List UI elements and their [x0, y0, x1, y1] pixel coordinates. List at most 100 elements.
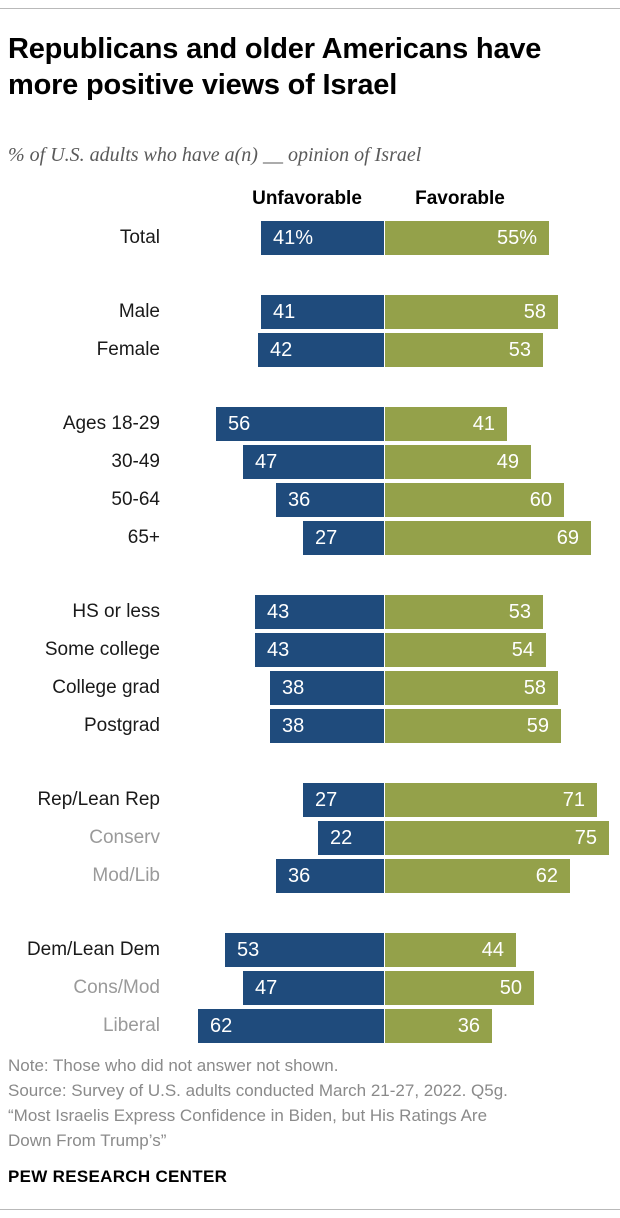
- favorable-value: 53: [508, 600, 531, 623]
- bar-pair: 27 69: [172, 521, 620, 555]
- unfavorable-value: 27: [315, 526, 338, 549]
- unfavorable-value: 36: [288, 864, 311, 887]
- bar-pair: 41 58: [172, 295, 620, 329]
- bar-pair: 38 59: [172, 709, 620, 743]
- favorable-value: 36: [457, 1014, 480, 1037]
- favorable-value: 62: [535, 864, 558, 887]
- chart-row: Liberal 62 36: [0, 1009, 620, 1043]
- unfavorable-value: 22: [330, 826, 353, 849]
- unfavorable-value: 38: [282, 676, 305, 699]
- unfavorable-value: 43: [267, 600, 290, 623]
- unfavorable-value: 42: [270, 338, 293, 361]
- favorable-bar: 58: [384, 295, 558, 329]
- pew-research-center-brand: PEW RESEARCH CENTER: [8, 1167, 228, 1186]
- bar-pair: 42 53: [172, 333, 620, 367]
- chart-row: Cons/Mod 47 50: [0, 971, 620, 1005]
- favorable-bar: 59: [384, 709, 561, 743]
- chart-group-age: Ages 18-29 56 41 30-49 47 49 50-64 36 60 65+ 27 69: [0, 407, 620, 555]
- favorable-bar: 75: [384, 821, 609, 855]
- favorable-bar: 62: [384, 859, 570, 893]
- bar-pair: 56 41: [172, 407, 620, 441]
- bar-pair: 27 71: [172, 783, 620, 817]
- favorable-bar: 69: [384, 521, 591, 555]
- unfavorable-value: 36: [288, 488, 311, 511]
- unfavorable-bar: 62: [198, 1009, 384, 1043]
- chart-group-total: Total 41% 55%: [0, 221, 620, 255]
- column-headers: Unfavorable Favorable: [172, 188, 620, 221]
- favorable-bar: 36: [384, 1009, 492, 1043]
- chart-group-gender: Male 41 58 Female 42 53: [0, 295, 620, 367]
- category-label: Some college: [44, 639, 160, 660]
- favorable-bar: 60: [384, 483, 564, 517]
- category-label: Ages 18-29: [62, 413, 160, 434]
- category-label: Postgrad: [83, 715, 160, 736]
- bar-pair: 22 75: [172, 821, 620, 855]
- unfavorable-bar: 43: [255, 633, 384, 667]
- favorable-value: 58: [523, 300, 546, 323]
- chart-row: Postgrad 38 59: [0, 709, 620, 743]
- favorable-bar: 49: [384, 445, 531, 479]
- category-label: Total: [119, 227, 160, 248]
- chart-row: College grad 38 58: [0, 671, 620, 705]
- bar-pair: 36 62: [172, 859, 620, 893]
- chart-group-democrat: Dem/Lean Dem 53 44 Cons/Mod 47 50 Liberal 62 36: [0, 933, 620, 1043]
- favorable-value: 55%: [496, 226, 537, 249]
- unfavorable-bar: 38: [270, 709, 384, 743]
- unfavorable-value: 41%: [273, 226, 314, 249]
- chart-row: Male 41 58: [0, 295, 620, 329]
- category-label: Female: [96, 339, 160, 360]
- unfavorable-bar: 56: [216, 407, 384, 441]
- favorable-bar: 44: [384, 933, 516, 967]
- category-label: Liberal: [102, 1015, 160, 1036]
- unfavorable-bar: 43: [255, 595, 384, 629]
- note-line: “Most Israelis Express Confidence in Bid…: [8, 1106, 488, 1125]
- bar-pair: 36 60: [172, 483, 620, 517]
- category-label: Rep/Lean Rep: [37, 789, 160, 810]
- chart-notes: Note: Those who did not answer not shown…: [8, 1053, 612, 1153]
- favorable-bar: 53: [384, 333, 543, 367]
- favorable-bar: 53: [384, 595, 543, 629]
- note-line: Source: Survey of U.S. adults conducted …: [8, 1081, 508, 1100]
- chart-row: HS or less 43 53: [0, 595, 620, 629]
- category-label: HS or less: [72, 601, 160, 622]
- bar-pair: 53 44: [172, 933, 620, 967]
- chart-subtitle: % of U.S. adults who have a(n) __ opinio…: [8, 144, 422, 166]
- favorable-value: 60: [529, 488, 552, 511]
- chart-row: Mod/Lib 36 62: [0, 859, 620, 893]
- favorable-value: 71: [562, 788, 585, 811]
- chart-group-republican: Rep/Lean Rep 27 71 Conserv 22 75 Mod/Lib 36 62: [0, 783, 620, 893]
- favorable-bar: 55%: [384, 221, 549, 255]
- unfavorable-bar: 47: [243, 971, 384, 1005]
- unfavorable-value: 56: [228, 412, 251, 435]
- favorable-value: 53: [508, 338, 531, 361]
- chart-row: Dem/Lean Dem 53 44: [0, 933, 620, 967]
- favorable-value: 75: [574, 826, 597, 849]
- unfavorable-value: 53: [237, 938, 260, 961]
- chart-row: Conserv 22 75: [0, 821, 620, 855]
- unfavorable-bar: 53: [225, 933, 384, 967]
- chart-row: 50-64 36 60: [0, 483, 620, 517]
- chart-row: Female 42 53: [0, 333, 620, 367]
- chart-row: Total 41% 55%: [0, 221, 620, 255]
- category-label: Male: [118, 301, 160, 322]
- unfavorable-value: 41: [273, 300, 296, 323]
- unfavorable-value: 47: [255, 976, 278, 999]
- chart-group-education: HS or less 43 53 Some college 43 54 College gr…: [0, 595, 620, 743]
- unfavorable-bar: 36: [276, 483, 384, 517]
- favorable-column-header: Favorable: [415, 188, 505, 209]
- favorable-value: 69: [556, 526, 579, 549]
- unfavorable-value: 62: [210, 1014, 233, 1037]
- unfavorable-value: 47: [255, 450, 278, 473]
- note-line: Note: Those who did not answer not shown…: [8, 1056, 339, 1075]
- chart-row: Ages 18-29 56 41: [0, 407, 620, 441]
- favorable-value: 58: [523, 676, 546, 699]
- unfavorable-bar: 41: [261, 295, 384, 329]
- favorable-bar: 50: [384, 971, 534, 1005]
- category-label: College grad: [52, 677, 160, 698]
- unfavorable-value: 38: [282, 714, 305, 737]
- note-line: Down From Trump’s”: [8, 1131, 167, 1150]
- unfavorable-value: 43: [267, 638, 290, 661]
- unfavorable-bar: 36: [276, 859, 384, 893]
- bar-pair: 62 36: [172, 1009, 620, 1043]
- chart-row: Rep/Lean Rep 27 71: [0, 783, 620, 817]
